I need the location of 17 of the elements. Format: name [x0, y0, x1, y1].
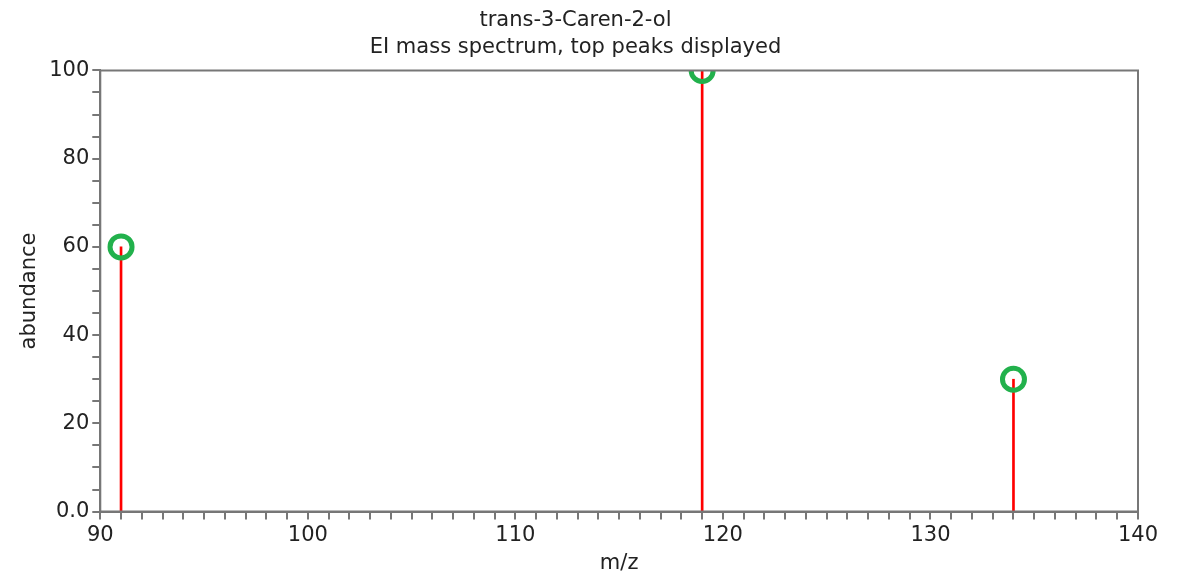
y-tick-label: 100	[49, 56, 90, 81]
x-axis-title: m/z	[599, 549, 639, 574]
y-tick-label: 0.0	[55, 498, 90, 523]
y-tick-label: 60	[62, 233, 90, 258]
bar	[1012, 378, 1015, 511]
x-tick-label: 90	[86, 521, 114, 546]
x-tick-label: 100	[287, 521, 328, 546]
x-tick-label: 110	[495, 521, 536, 546]
y-tick-label: 80	[62, 145, 90, 170]
x-tick-label: 130	[910, 521, 951, 546]
y-axis-title: abundance	[16, 232, 41, 350]
x-tick-label: 120	[702, 521, 743, 546]
chart-title: trans-3-Caren-2-ol	[479, 7, 672, 32]
y-tick-label: 40	[62, 321, 90, 346]
chart-subtitle: EI mass spectrum, top peaks displayed	[369, 34, 782, 59]
y-tick-label: 20	[62, 409, 90, 434]
x-tick-label: 140	[1117, 521, 1159, 546]
